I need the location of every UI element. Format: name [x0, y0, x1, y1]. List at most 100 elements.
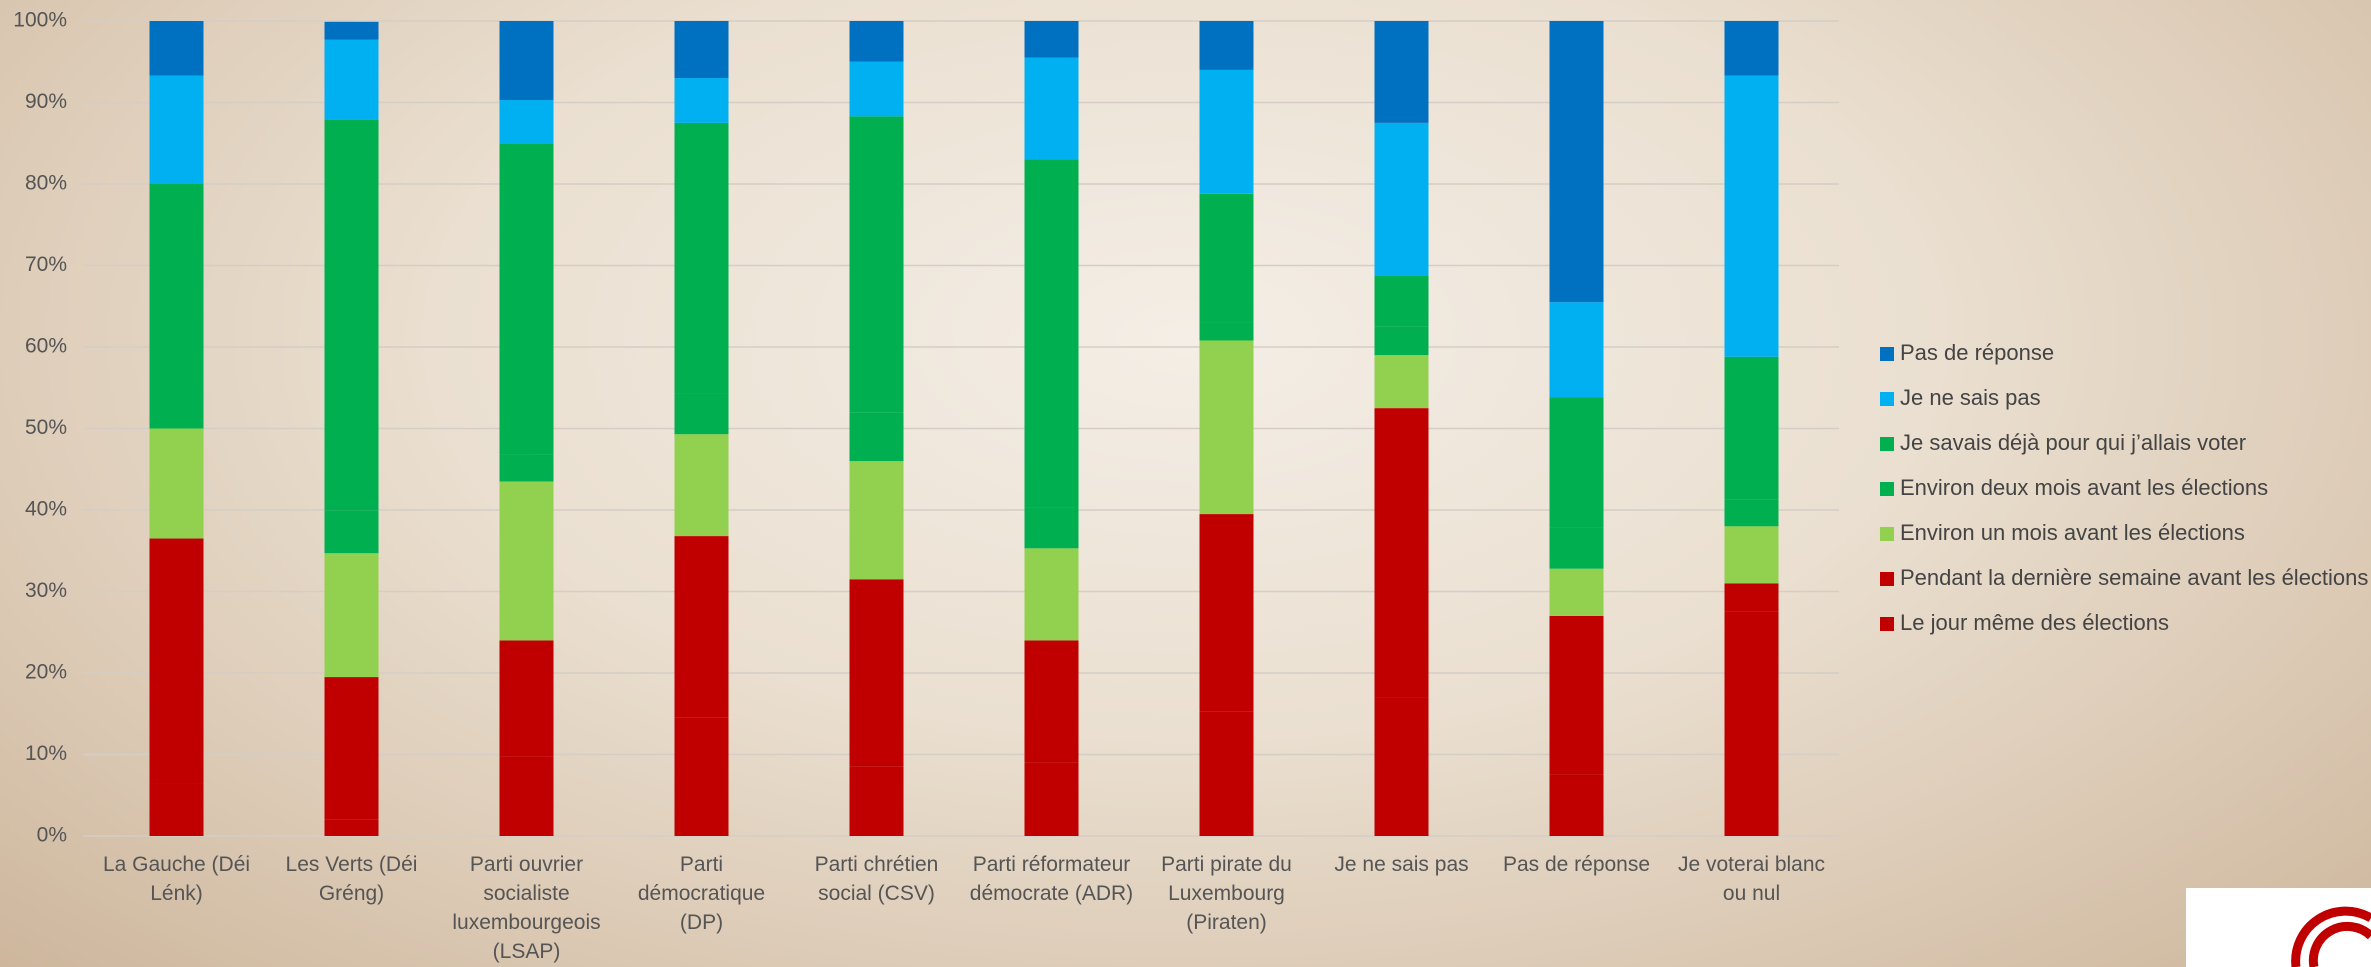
- x-tick-label-box: Je ne sais pas: [1334, 853, 1469, 876]
- bar-segment: [149, 75, 204, 184]
- y-tick-label: 40%: [25, 498, 67, 521]
- bar-segment: [1024, 640, 1079, 763]
- bar-segment: [1024, 21, 1079, 58]
- x-tick-label: Parti réformateur démocrate (ADR): [969, 853, 1134, 905]
- bar-segment: [674, 434, 729, 537]
- bar-segment: [1549, 568, 1604, 616]
- bar-segment: [1549, 397, 1604, 528]
- bar-segment: [499, 756, 554, 836]
- y-tick-label: 10%: [25, 742, 67, 765]
- legend-label: Environ deux mois avant les élections: [1900, 475, 2268, 500]
- legend-swatch: [1880, 572, 1894, 586]
- bar-segment: [849, 412, 904, 462]
- bar-segment: [1549, 21, 1604, 303]
- x-tick-label-box: Parti réformateur démocrate (ADR): [969, 853, 1134, 905]
- x-tick-label: Parti démocratique (DP): [637, 853, 766, 934]
- x-tick-label-box: Je voterai blanc ou nul: [1677, 853, 1826, 905]
- bar-segment: [499, 640, 554, 757]
- legend-label: Pendant la dernière semaine avant les él…: [1900, 565, 2368, 590]
- bar-segment: [849, 21, 904, 62]
- legend-swatch: [1880, 392, 1894, 406]
- x-tick-label: Je voterai blanc ou nul: [1677, 853, 1826, 905]
- bar-segment: [1374, 408, 1429, 698]
- bar-segment: [324, 21, 379, 40]
- bar-segment: [324, 510, 379, 554]
- bar-segment: [1549, 615, 1604, 775]
- bar-segment: [1374, 275, 1429, 327]
- bar-segment: [849, 116, 904, 413]
- bar-segment: [499, 481, 554, 641]
- bar-segment: [1024, 507, 1079, 549]
- bar-segment: [1374, 697, 1429, 836]
- legend-label: Pas de réponse: [1900, 340, 2054, 365]
- y-tick-label: 50%: [25, 416, 67, 439]
- bar-segment: [674, 78, 729, 123]
- bar-segment: [324, 553, 379, 678]
- bar-segment: [324, 819, 379, 836]
- bar-segment: [1199, 514, 1254, 712]
- bar-segment: [149, 347, 204, 429]
- bar-segment: [1199, 322, 1254, 341]
- bar-segment: [1024, 762, 1079, 836]
- bar-segment: [849, 766, 904, 836]
- x-tick-label: Je ne sais pas: [1334, 853, 1469, 876]
- bar-segment: [499, 21, 554, 101]
- bar-segment: [149, 184, 204, 347]
- bar-segment: [849, 461, 904, 580]
- bar-segment: [1024, 548, 1079, 641]
- legend-label: Environ un mois avant les élections: [1900, 520, 2245, 545]
- bar-segment: [1724, 75, 1779, 357]
- bar-segment: [1024, 57, 1079, 160]
- bar-segment: [674, 536, 729, 718]
- legend-label: Je savais déjà pour qui j’allais voter: [1900, 430, 2246, 455]
- y-tick-label: 20%: [25, 661, 67, 684]
- bar-segment: [1024, 159, 1079, 508]
- bar-segment: [674, 122, 729, 394]
- bar-segment: [849, 579, 904, 767]
- legend-swatch: [1880, 437, 1894, 451]
- bar-segment: [1374, 355, 1429, 409]
- y-tick-label: 90%: [25, 90, 67, 113]
- bar-segment: [499, 100, 554, 144]
- bar-segment: [1199, 193, 1254, 323]
- bar-segment: [324, 677, 379, 820]
- bar-segment: [1724, 611, 1779, 836]
- legend-swatch: [1880, 482, 1894, 496]
- x-tick-label-box: Parti démocratique (DP): [637, 853, 766, 934]
- bar-segment: [1374, 122, 1429, 276]
- bar-segment: [1724, 583, 1779, 612]
- x-tick-label-box: Parti chrétien social (CSV): [814, 853, 939, 905]
- bar-segment: [1374, 326, 1429, 356]
- x-tick-label-box: La Gauche (Déi Lénk): [102, 853, 251, 905]
- bar-segment: [499, 454, 554, 482]
- x-tick-label: Parti chrétien social (CSV): [814, 853, 939, 905]
- x-tick-label-box: Pas de réponse: [1503, 853, 1650, 876]
- bar-segment: [1199, 69, 1254, 194]
- bar-segment: [1724, 356, 1779, 500]
- y-tick-label: 100%: [13, 9, 67, 32]
- x-tick-label: Les Verts (Déi Gréng): [285, 853, 418, 905]
- bar-segment: [674, 717, 729, 836]
- bar-segment: [1549, 302, 1604, 398]
- y-tick-label: 80%: [25, 172, 67, 195]
- bar-segment: [324, 39, 379, 120]
- x-tick-label-box: Parti pirate du Luxembourg (Piraten): [1161, 853, 1292, 934]
- bar-segment: [1374, 21, 1429, 123]
- legend-label: Je ne sais pas: [1900, 385, 2041, 410]
- bar-segment: [324, 119, 379, 511]
- bar-segment: [1724, 526, 1779, 584]
- legend-swatch: [1880, 527, 1894, 541]
- bar-segment: [149, 783, 204, 836]
- x-tick-label: La Gauche (Déi Lénk): [102, 853, 251, 905]
- bar-segment: [1199, 21, 1254, 70]
- logo-mark: [2291, 906, 2371, 967]
- x-tick-label: Parti pirate du Luxembourg (Piraten): [1161, 853, 1292, 934]
- bar-segment: [1549, 774, 1604, 836]
- bar-segment: [149, 428, 204, 539]
- bar-segment: [499, 143, 554, 455]
- y-tick-label: 70%: [25, 253, 67, 276]
- bar-segment: [674, 393, 729, 435]
- logo: [2186, 888, 2371, 967]
